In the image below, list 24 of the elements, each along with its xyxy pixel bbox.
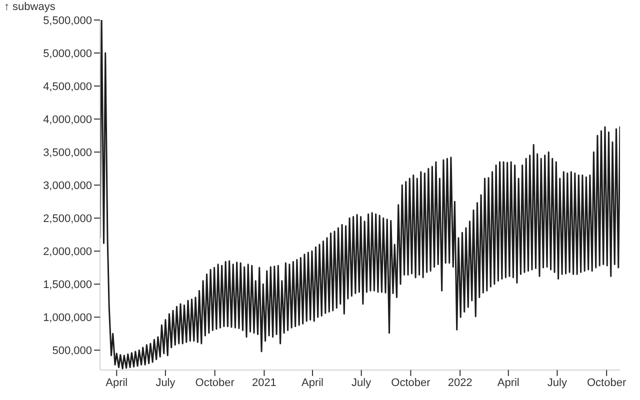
y-tick-label: 500,000 xyxy=(52,345,92,358)
y-tick-label: 3,000,000 xyxy=(43,180,92,192)
x-tick-label: April xyxy=(302,376,324,389)
x-tick-label: July xyxy=(156,376,176,389)
x-tick-label: July xyxy=(547,376,568,389)
y-tick-label: 4,500,000 xyxy=(43,80,92,93)
y-tick-label: 4,000,000 xyxy=(43,114,92,126)
y-tick-label: 3,500,000 xyxy=(43,146,92,159)
x-tick-label: April xyxy=(497,376,520,389)
x-tick-label: April xyxy=(106,376,128,389)
x-tick-label: 2022 xyxy=(448,376,472,389)
y-tick-label: 5,000,000 xyxy=(43,48,92,60)
y-axis-title: ↑ subways xyxy=(4,0,56,14)
y-tick-label: 1,500,000 xyxy=(43,279,92,292)
y-tick-label: 2,000,000 xyxy=(43,246,92,258)
x-tick-label: July xyxy=(352,376,372,389)
x-tick-label: 2021 xyxy=(252,376,276,389)
y-tick-label: 1,000,000 xyxy=(43,312,92,324)
x-tick-label: October xyxy=(587,376,626,389)
x-tick-label: October xyxy=(195,376,235,389)
x-tick-label: October xyxy=(391,376,431,389)
y-tick-label: 5,500,000 xyxy=(43,14,92,27)
y-tick-label: 2,500,000 xyxy=(43,213,92,226)
line-series xyxy=(100,20,620,370)
